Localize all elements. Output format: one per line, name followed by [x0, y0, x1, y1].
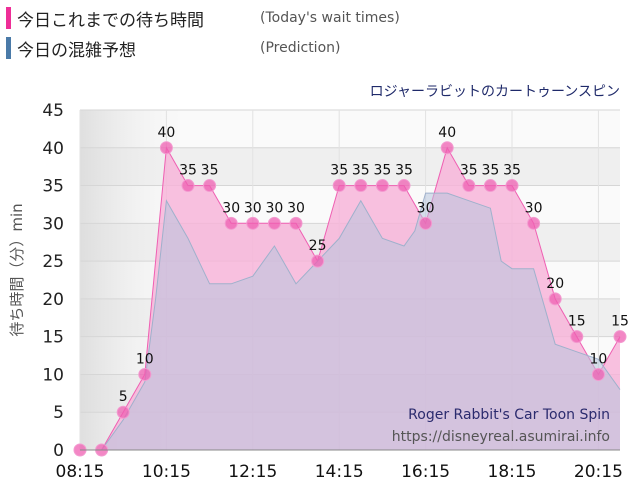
data-label: 10	[589, 351, 607, 367]
data-label: 30	[417, 200, 435, 216]
legend-item-prediction: 今日の混雑予想 (Prediction)	[0, 35, 340, 61]
data-label: 30	[244, 200, 262, 216]
data-label: 30	[265, 200, 283, 216]
prediction-line	[80, 192, 621, 451]
y-tick-label: 30	[42, 214, 64, 234]
today-point	[203, 179, 217, 193]
data-label: 30	[222, 200, 240, 216]
today-point	[159, 141, 173, 155]
y-tick-label: 45	[42, 101, 64, 121]
data-label: 35	[179, 163, 197, 179]
legend-label-today: 今日これまでの待ち時間	[17, 10, 204, 31]
legend-sublabel-prediction: (Prediction)	[260, 40, 341, 56]
data-label: 30	[287, 200, 305, 216]
data-label: 35	[373, 163, 391, 179]
legend-item-today: 今日これまでの待ち時間 (Today's wait times)	[0, 5, 400, 31]
x-tick-label: 16:15	[401, 462, 450, 482]
today-point	[311, 254, 325, 268]
data-label: 10	[136, 351, 154, 367]
data-label: 15	[568, 314, 586, 330]
legend-swatch-today	[6, 7, 11, 29]
x-tick-label: 18:15	[488, 462, 537, 482]
x-tick-label: 08:15	[56, 462, 105, 482]
today-point	[289, 216, 303, 230]
prediction-area	[80, 193, 620, 450]
y-axis-label: 待ち時間（分）min	[8, 203, 26, 336]
data-label: 35	[201, 163, 219, 179]
today-point	[548, 292, 562, 306]
data-label: 40	[157, 125, 175, 141]
y-tick-label: 35	[42, 177, 64, 197]
data-label: 15	[611, 314, 629, 330]
data-label: 35	[352, 163, 370, 179]
today-point	[613, 330, 627, 344]
today-point	[527, 216, 541, 230]
data-label: 5	[119, 389, 128, 405]
today-point	[181, 179, 195, 193]
y-tick-label: 0	[53, 441, 64, 461]
data-label: 25	[309, 238, 327, 254]
legend-sublabel-today: (Today's wait times)	[260, 10, 400, 26]
data-label: 35	[481, 163, 499, 179]
y-tick-label: 15	[42, 328, 64, 348]
watermark-url: https://disneyreal.asumirai.info	[392, 429, 610, 445]
x-tick-label: 14:15	[315, 462, 364, 482]
y-tick-label: 25	[42, 252, 64, 272]
today-point	[138, 367, 152, 381]
today-point	[440, 141, 454, 155]
data-label: 40	[438, 125, 456, 141]
y-tick-label: 40	[42, 139, 64, 159]
watermark-title: Roger Rabbit's Car Toon Spin	[408, 407, 610, 423]
x-tick-label: 12:15	[228, 462, 277, 482]
data-label: 35	[395, 163, 413, 179]
y-tick-label: 20	[42, 290, 64, 310]
today-point	[591, 367, 605, 381]
legend-swatch-prediction	[6, 37, 11, 59]
today-point	[246, 216, 260, 230]
data-label: 35	[460, 163, 478, 179]
y-tick-label: 5	[53, 403, 64, 423]
data-label: 35	[503, 163, 521, 179]
x-tick-label: 10:15	[142, 462, 191, 482]
today-point	[375, 179, 389, 193]
today-point	[570, 330, 584, 344]
today-point	[116, 405, 130, 419]
today-point	[332, 179, 346, 193]
today-point	[224, 216, 238, 230]
legend-label-prediction: 今日の混雑予想	[17, 40, 136, 61]
today-point	[397, 179, 411, 193]
y-tick-label: 10	[42, 365, 64, 385]
data-label: 30	[525, 200, 543, 216]
x-tick-label: 20:15	[574, 462, 623, 482]
today-line	[80, 146, 621, 451]
chart-title: ロジャーラビットのカートゥーンスピン	[370, 84, 620, 100]
today-point	[505, 179, 519, 193]
today-point	[354, 179, 368, 193]
today-point	[419, 216, 433, 230]
today-point	[267, 216, 281, 230]
data-label: 35	[330, 163, 348, 179]
today-point	[483, 179, 497, 193]
data-label: 20	[546, 276, 564, 292]
today-point	[462, 179, 476, 193]
